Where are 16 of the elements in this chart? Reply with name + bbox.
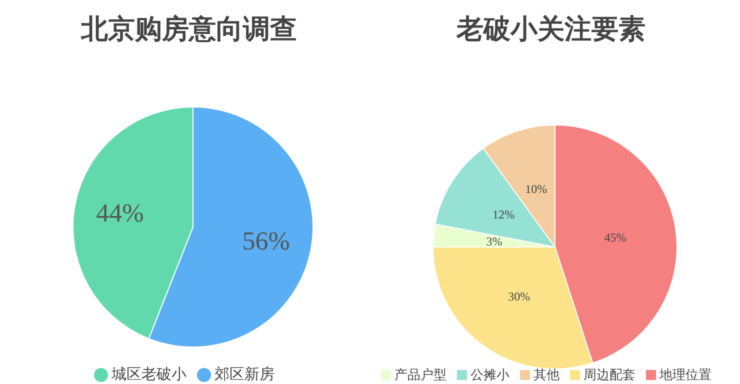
legend-label: 郊区新房 (214, 365, 274, 383)
chart-title: 北京购房意向调查 (80, 13, 298, 47)
legend-label: 产品户型 (394, 368, 446, 383)
data-label: 44% (96, 198, 144, 228)
data-label: 10% (525, 182, 548, 196)
legend-label: 公摊小 (470, 368, 510, 383)
data-label: 45% (604, 230, 626, 244)
chart-title: 老破小关注要素 (455, 13, 646, 47)
data-label: 12% (492, 207, 514, 222)
legend-label: 周边配套 (584, 368, 636, 383)
legend-label: 地理位置 (660, 368, 712, 383)
data-label: 56% (242, 226, 290, 256)
legend-label: 其他 (534, 368, 560, 383)
legend-label: 城区老破小 (112, 365, 186, 383)
data-label: 30% (508, 289, 530, 304)
data-label: 3% (486, 234, 502, 248)
